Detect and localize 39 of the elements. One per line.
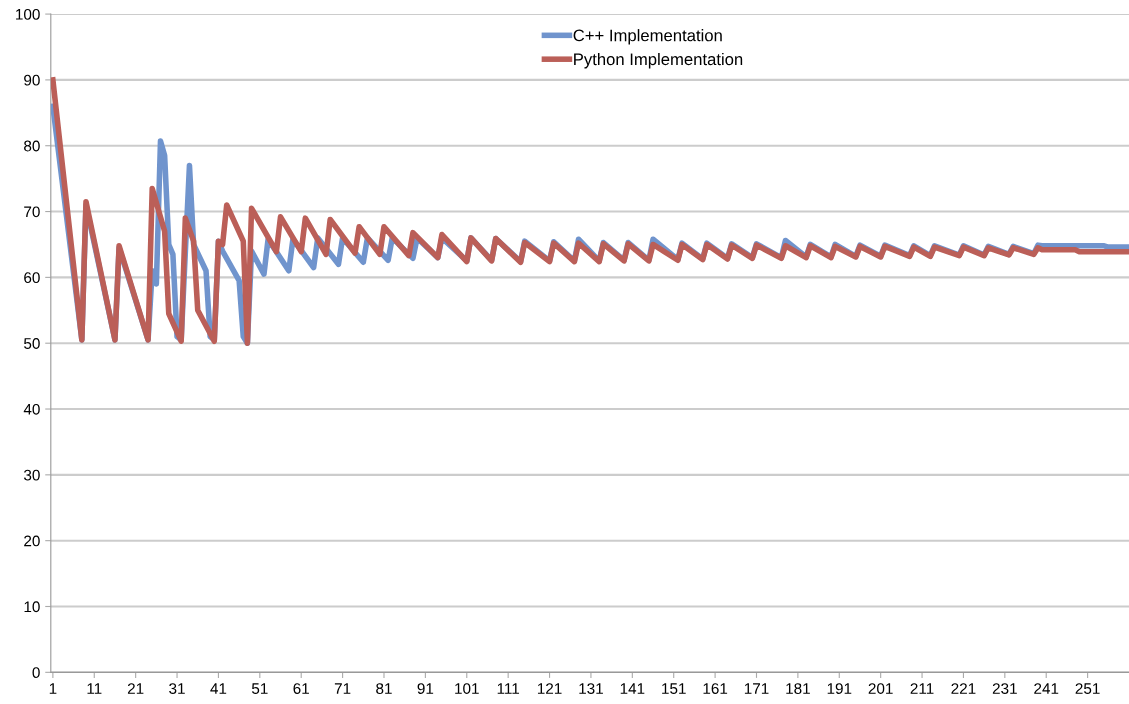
x-tick-label: 51 bbox=[251, 683, 268, 694]
x-tick-label: 231 bbox=[992, 683, 1017, 694]
y-tick-label: 0 bbox=[32, 667, 40, 679]
x-tick-label: 141 bbox=[620, 683, 645, 694]
x-tick-label: 251 bbox=[1075, 683, 1100, 694]
x-tick-label: 171 bbox=[744, 683, 769, 694]
y-tick-label: 60 bbox=[24, 272, 40, 284]
y-tick-label: 10 bbox=[24, 601, 40, 613]
x-tick-label: 81 bbox=[376, 683, 392, 694]
legend-label: Python Implementation bbox=[574, 52, 743, 69]
x-tick-label: 241 bbox=[1034, 683, 1059, 694]
y-tick-label: 70 bbox=[24, 206, 40, 218]
x-tick-label: 151 bbox=[662, 683, 686, 694]
x-tick-label: 191 bbox=[827, 683, 852, 694]
y-tick-label: 20 bbox=[24, 535, 40, 547]
x-tick-label: 201 bbox=[868, 683, 893, 694]
x-tick-label: 1 bbox=[49, 683, 57, 694]
x-tick-label: 221 bbox=[951, 683, 976, 694]
y-tick-label: 90 bbox=[24, 74, 40, 86]
x-tick-label: 41 bbox=[210, 683, 227, 694]
x-tick-label: 111 bbox=[497, 683, 520, 694]
x-tick-label: 31 bbox=[169, 683, 185, 694]
x-tick-label: 101 bbox=[455, 683, 479, 694]
y-tick-label: 100 bbox=[16, 8, 40, 20]
legend-label: C++ Implementation bbox=[573, 29, 722, 45]
x-tick-label: 21 bbox=[127, 683, 144, 694]
x-tick-label: 161 bbox=[703, 683, 728, 694]
y-tick-label: 40 bbox=[23, 403, 40, 415]
x-tick-label: 121 bbox=[537, 683, 562, 694]
y-tick-label: 80 bbox=[24, 140, 40, 152]
y-tick-label: 50 bbox=[24, 338, 40, 349]
x-tick-label: 11 bbox=[87, 683, 102, 694]
x-tick-label: 91 bbox=[417, 683, 434, 694]
x-tick-label: 181 bbox=[786, 683, 810, 694]
x-tick-label: 211 bbox=[910, 683, 934, 694]
x-tick-label: 71 bbox=[334, 683, 351, 694]
y-tick-label: 30 bbox=[23, 469, 40, 481]
x-tick-label: 131 bbox=[579, 683, 603, 694]
x-tick-label: 61 bbox=[293, 683, 309, 694]
